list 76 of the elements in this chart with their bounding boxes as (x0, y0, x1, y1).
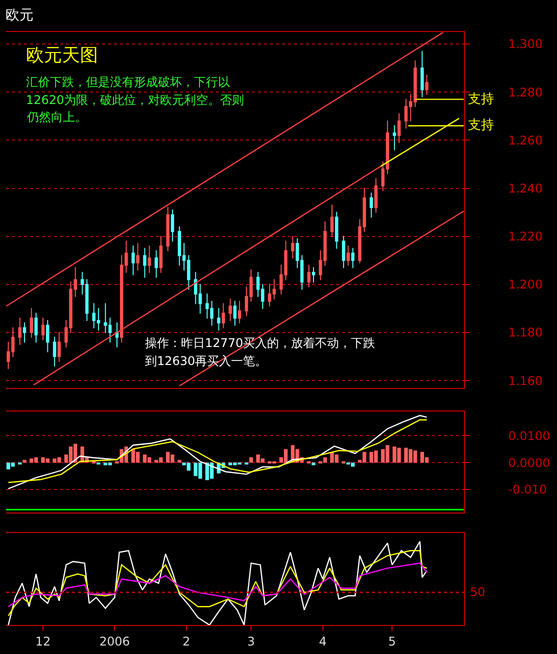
candlestick (397, 113, 401, 144)
candlestick (228, 298, 232, 321)
x-tick-label: 4 (318, 634, 327, 648)
candlestick (351, 248, 354, 268)
y-tick-label: 1.240 (508, 181, 543, 196)
candlestick (18, 318, 22, 346)
y-tick-label: 1.180 (508, 326, 543, 340)
candlestick (132, 245, 135, 276)
annotation: 欧元天图 (26, 45, 98, 66)
x-tick-label: 5 (388, 634, 396, 648)
bar (413, 450, 418, 463)
bar (284, 449, 288, 463)
candlestick (291, 236, 294, 258)
bar (68, 446, 73, 463)
candlestick (159, 236, 163, 273)
text: 50 (470, 585, 486, 599)
candlestick (330, 204, 334, 237)
candlestick (217, 308, 220, 331)
y-tick-label: -0.010 (508, 482, 547, 497)
bar (307, 461, 311, 464)
candlestick (238, 300, 242, 324)
y-tick-label: 1.300 (508, 37, 543, 52)
annotation: 汇价下跌，但是没有形成破坏，下行以 (26, 75, 230, 89)
bar (22, 460, 26, 463)
bar (342, 461, 346, 464)
candlestick (58, 332, 61, 362)
candlestick (346, 245, 350, 266)
candlestick (312, 267, 316, 283)
candlestick (34, 312, 38, 343)
y-tick-label: 1.200 (508, 278, 543, 292)
candlestick (22, 322, 26, 343)
candlestick (425, 74, 428, 96)
x-tick-label: 3 (247, 634, 255, 648)
candlestick (46, 320, 50, 352)
candlestick (420, 50, 424, 98)
y-tick-label: 1.280 (508, 85, 543, 100)
chart-title: 欧元 (6, 8, 34, 24)
y-tick-label: 0.0000 (508, 456, 550, 470)
bar (178, 460, 182, 463)
bar (420, 452, 424, 463)
bar (136, 452, 140, 463)
y-tick-label: 1.260 (508, 133, 543, 148)
bar (131, 449, 136, 463)
bar (312, 462, 316, 466)
annotation: 仍然向上。 (26, 110, 87, 124)
annotation: 12620为限，破此位，对欧元利空。否则 (26, 93, 244, 107)
annotation: 到12630再买入一笔。 (145, 354, 268, 368)
x-tick-label: 2 (182, 634, 190, 648)
candlestick (154, 250, 158, 278)
candlestick (170, 209, 174, 242)
candlestick (233, 300, 237, 326)
candlestick (392, 125, 396, 150)
candlestick (335, 212, 338, 249)
candlestick (115, 322, 119, 348)
bar (142, 454, 147, 463)
y-tick-label: 1.220 (508, 230, 543, 244)
candlestick (370, 192, 373, 218)
candlestick (374, 178, 378, 213)
x-tick-label: 2006 (99, 634, 130, 648)
candlestick (41, 318, 45, 340)
x-tick-label: 12 (35, 634, 51, 648)
candlestick (148, 245, 151, 273)
candlestick (222, 303, 225, 328)
bar (350, 462, 355, 467)
series-label: 支持 (468, 118, 494, 133)
candlestick (52, 336, 56, 367)
y-tick-label: 0.0100 (508, 428, 550, 443)
candlestick (307, 264, 311, 288)
bar (249, 457, 253, 463)
candlestick (166, 207, 170, 252)
candlestick (136, 243, 140, 270)
candlestick (30, 308, 34, 338)
candlestick (342, 236, 346, 268)
y-tick-label: 1.160 (508, 374, 543, 388)
series-label: 支持 (468, 92, 494, 107)
candlestick (143, 248, 146, 278)
